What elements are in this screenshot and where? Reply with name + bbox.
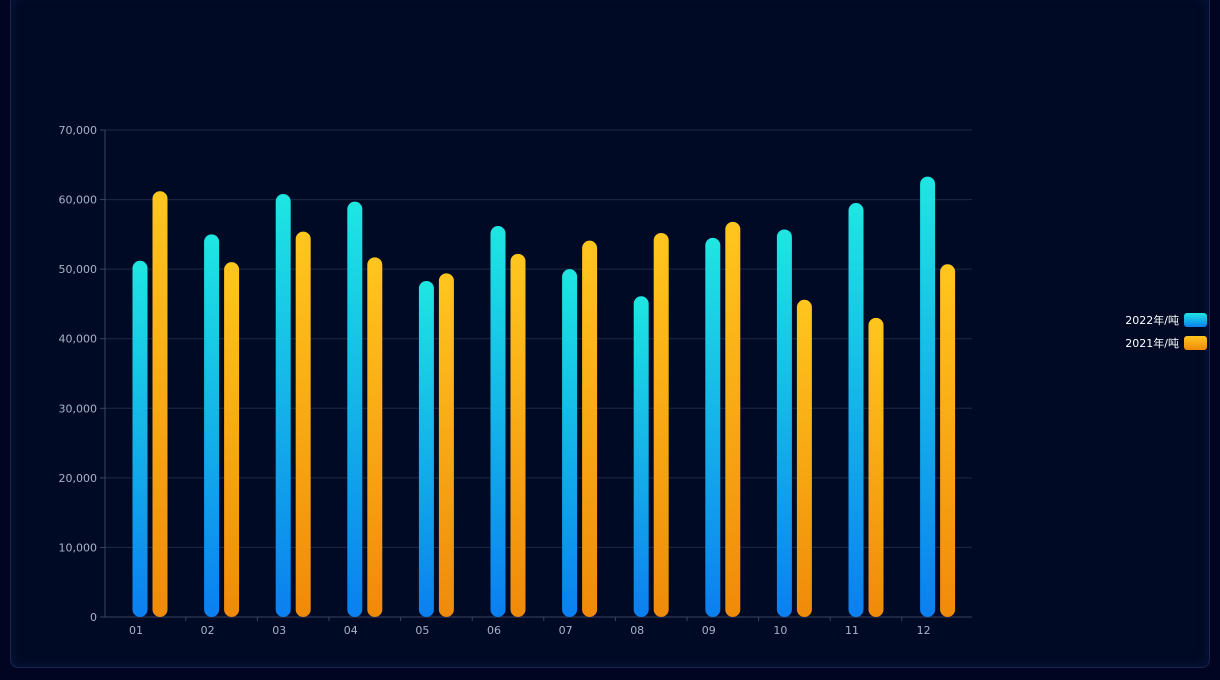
x-tick-label: 12 (917, 624, 931, 637)
legend-swatch (1184, 336, 1207, 350)
bar-series-2-03 (295, 231, 311, 617)
bar-series-2-11 (868, 317, 884, 617)
legend: 2022年/吨 2021年/吨 (1125, 313, 1207, 350)
legend-item-1[interactable]: 2022年/吨 (1125, 313, 1207, 327)
bar-series-1-10 (776, 229, 792, 618)
y-tick-label: 30,000 (59, 402, 98, 415)
bar-series-1-08 (633, 296, 649, 617)
legend-item-2[interactable]: 2021年/吨 (1125, 336, 1207, 350)
bar-series-2-08 (653, 232, 669, 618)
x-tick-label: 07 (559, 624, 573, 637)
y-tick-label: 70,000 (59, 124, 98, 137)
bar-series-2-02 (224, 262, 240, 617)
bar-series-2-09 (725, 221, 741, 617)
axes: 0 10,000 20,000 30,000 40,000 50,000 60,000 70,… (59, 124, 972, 637)
legend-label: 2021年/吨 (1125, 336, 1179, 350)
y-tick-label: 50,000 (59, 263, 98, 276)
legend-label: 2022年/吨 (1125, 313, 1179, 327)
bar-series-2-04 (367, 257, 383, 617)
x-tick-label: 06 (487, 624, 501, 637)
y-tick-label: 60,000 (59, 194, 98, 207)
x-tick-label: 09 (702, 624, 716, 637)
bar-series-1-07 (562, 269, 578, 617)
x-tick-label: 01 (129, 624, 143, 637)
x-tick-label: 11 (845, 624, 859, 637)
bar-series-1-02 (204, 234, 220, 617)
bar-series-1-04 (347, 201, 363, 617)
bar-series-2-10 (796, 299, 812, 617)
y-tick-label: 10,000 (59, 541, 98, 554)
x-tick-label: 03 (272, 624, 286, 637)
x-tick-label: 08 (630, 624, 644, 637)
bar-series-2-07 (582, 240, 598, 617)
bar-series-1-09 (705, 237, 721, 618)
x-tick-label: 05 (415, 624, 429, 637)
y-tick-label: 0 (90, 611, 97, 624)
y-tick-label: 40,000 (59, 333, 98, 346)
legend-swatch (1184, 313, 1207, 327)
gridlines (105, 129, 972, 548)
bar-series-2-06 (510, 253, 526, 617)
bar-series-1-03 (275, 194, 291, 617)
y-tick-label: 20,000 (59, 472, 98, 485)
bar-series-2-05 (438, 273, 454, 617)
bar-series-1-11 (848, 203, 864, 618)
x-tick-label: 02 (201, 624, 215, 637)
x-tick-label: 10 (773, 624, 787, 637)
bars (132, 176, 956, 618)
bar-series-1-05 (418, 280, 434, 617)
bar-series-1-12 (920, 176, 936, 617)
bar-series-1-06 (490, 226, 506, 617)
x-tick-label: 04 (344, 624, 358, 637)
bar-series-1-01 (132, 260, 148, 617)
bar-series-2-01 (152, 191, 168, 618)
bar-series-2-12 (940, 264, 956, 617)
